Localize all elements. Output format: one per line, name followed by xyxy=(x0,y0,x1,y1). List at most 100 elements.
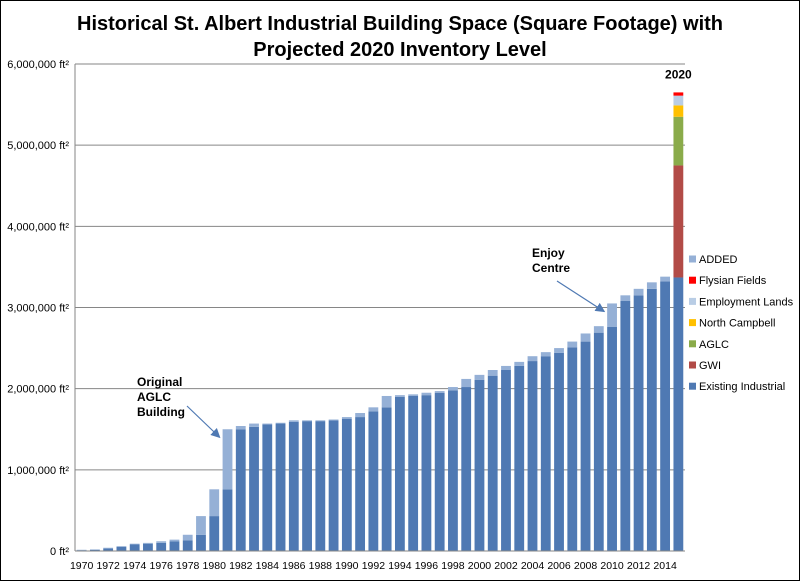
bar-stack-1998 xyxy=(448,387,458,551)
bar-existing-industrial-1995 xyxy=(408,395,419,551)
bar-existing-industrial-2009 xyxy=(593,332,604,551)
legend-item-existing-industrial: Existing Industrial xyxy=(689,381,785,393)
bar-existing-industrial-1997 xyxy=(434,392,445,551)
x-tick-label: 1990 xyxy=(335,560,359,572)
bar-added-1994 xyxy=(394,395,405,397)
bar-existing-industrial-1974 xyxy=(129,544,140,551)
x-tick-label: 1986 xyxy=(282,560,306,572)
bar-existing-industrial-2004 xyxy=(527,361,538,551)
bar-stack-2000 xyxy=(474,374,485,551)
bar-existing-industrial-2013 xyxy=(646,288,657,551)
bar-stack-1988 xyxy=(315,420,326,551)
bar-added-2004 xyxy=(527,356,538,362)
x-tick-label: 2014 xyxy=(653,560,677,572)
bar-stack-2008 xyxy=(580,333,591,551)
bar-existing-industrial-1982 xyxy=(235,429,246,551)
bar-stack-1999 xyxy=(461,378,472,551)
bar-existing-industrial-2011 xyxy=(620,301,631,551)
bar-stack-2020 xyxy=(673,92,684,551)
bar-added-1995 xyxy=(408,394,419,396)
bar-stack-1994 xyxy=(394,395,405,551)
x-tick-label: 1978 xyxy=(176,560,200,572)
x-tick-label: 1976 xyxy=(150,560,174,572)
x-tick-label: 2000 xyxy=(468,560,492,572)
bar-existing-industrial-1990 xyxy=(341,418,352,551)
legend-item-aglc: AGLC xyxy=(689,339,729,351)
x-tick-label: 2006 xyxy=(547,560,571,572)
y-tick-label: 2,000,000 ft² xyxy=(7,384,69,396)
legend-item-added: ADDED xyxy=(689,254,738,266)
projected-year-label: 2020 xyxy=(665,67,692,81)
x-tick-label: 1984 xyxy=(256,560,280,572)
bar-stack-1973 xyxy=(116,546,127,551)
bar-added-1986 xyxy=(288,420,299,422)
x-tick-label: 1998 xyxy=(441,560,465,572)
x-tick-label: 1974 xyxy=(123,560,147,572)
bar-stack-1975 xyxy=(143,542,153,551)
bar-stack-1976 xyxy=(156,541,167,551)
x-tick-label: 2010 xyxy=(600,560,624,572)
bar-existing-industrial-1973 xyxy=(116,546,127,551)
bar-stack-1980 xyxy=(209,489,220,551)
bar-added-1978 xyxy=(182,534,193,541)
bar-stack-1979 xyxy=(196,516,206,551)
bar-added-1985 xyxy=(275,422,286,424)
legend-swatch xyxy=(689,340,696,348)
bar-stack-2007 xyxy=(567,341,578,551)
bar-existing-industrial-1988 xyxy=(315,421,326,551)
annotation-text: Enjoy xyxy=(532,246,565,260)
x-tick-label: 1972 xyxy=(96,560,120,572)
bar-existing-industrial-1999 xyxy=(461,387,472,551)
bar-flysian-fields-2020 xyxy=(673,92,684,96)
bar-existing-industrial-2007 xyxy=(567,347,578,551)
bar-added-2009 xyxy=(593,326,604,333)
y-axis-ticks: 0 ft² 1,000,000 ft² 2,000,000 ft² 3,000,000… xyxy=(7,59,69,558)
bar-added-1981 xyxy=(222,429,233,490)
bar-added-2014 xyxy=(660,276,671,282)
bar-added-2006 xyxy=(554,348,564,353)
y-tick-label: 3,000,000 ft² xyxy=(7,303,69,315)
legend-label: Flysian Fields xyxy=(699,275,767,287)
bar-added-1991 xyxy=(355,413,366,418)
x-tick-label: 1992 xyxy=(362,560,386,572)
bar-stack-2001 xyxy=(487,369,498,551)
bar-existing-industrial-1971 xyxy=(89,549,100,551)
bar-added-1990 xyxy=(341,417,352,419)
chart-title: Historical St. Albert Industrial Buildin… xyxy=(77,13,723,61)
bar-stack-1985 xyxy=(275,422,286,551)
bar-added-2000 xyxy=(474,374,485,380)
legend-item-north-campbell: North Campbell xyxy=(689,318,775,330)
bar-added-1998 xyxy=(448,387,458,391)
bar-added-2012 xyxy=(633,288,644,296)
bar-stack-1972 xyxy=(103,547,114,551)
bar-stack-2012 xyxy=(633,288,644,551)
bar-existing-industrial-1978 xyxy=(182,540,193,551)
x-tick-label: 2004 xyxy=(521,560,545,572)
legend-item-gwi: GWI xyxy=(689,360,721,372)
bar-stack-2013 xyxy=(646,282,657,551)
bar-stack-2010 xyxy=(607,303,617,551)
legend-label: Employment Lands xyxy=(699,296,794,308)
bar-added-1975 xyxy=(143,542,153,544)
legend-label: Existing Industrial xyxy=(699,381,785,393)
bar-existing-industrial-1986 xyxy=(288,421,299,551)
bar-existing-industrial-2000 xyxy=(474,379,485,551)
annotation-text: AGLC xyxy=(137,390,171,404)
bar-gwi-2020 xyxy=(673,165,684,278)
bar-added-1970 xyxy=(76,549,87,551)
bar-existing-industrial-1991 xyxy=(355,417,366,551)
bar-existing-industrial-2001 xyxy=(487,375,498,551)
bar-stack-1997 xyxy=(434,391,445,551)
bar-added-1980 xyxy=(209,489,220,517)
bar-stack-1982 xyxy=(235,426,246,551)
bar-added-1983 xyxy=(249,423,259,427)
bar-existing-industrial-2020 xyxy=(673,277,684,551)
bar-stack-2009 xyxy=(593,326,604,551)
bar-existing-industrial-1998 xyxy=(448,390,458,551)
y-tick-label: 1,000,000 ft² xyxy=(7,465,69,477)
bar-stack-1995 xyxy=(408,394,419,551)
